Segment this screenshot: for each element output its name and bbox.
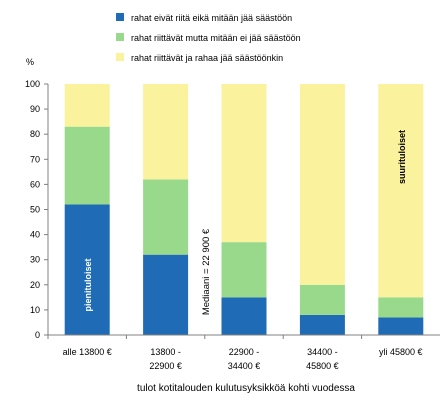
category-label-2: 13800 -22900 € — [149, 347, 182, 371]
category-label-3: 22900 -34400 € — [228, 347, 261, 371]
annotations: pienituloiset suurituloiset Mediaani = 22 … — [83, 130, 407, 315]
bar-1-segment-2 — [64, 126, 110, 205]
y-axis-label: % — [26, 57, 34, 67]
x-axis-categories: alle 13800 € 13800 -22900 € 22900 -34400 €… — [47, 335, 423, 371]
median-label: Mediaani = 22 900 € — [201, 228, 212, 315]
bar-4-segment-1 — [299, 314, 345, 335]
bar-5-segment-3 — [378, 84, 424, 298]
y-axis-ticks: 0 10 20 30 40 50 60 70 80 90 100 — [25, 79, 48, 340]
bar-2-segment-3 — [143, 84, 189, 180]
bar-1-segment-1 — [64, 204, 110, 335]
legend: rahat eivät riitä eikä mitään jää säästö… — [116, 13, 301, 63]
y-tick-label: 80 — [30, 129, 40, 139]
legend-swatch-1 — [116, 13, 124, 21]
y-tick-label: 30 — [30, 255, 40, 265]
legend-swatch-3 — [116, 53, 124, 61]
bar-5-segment-2 — [378, 297, 424, 318]
bars — [64, 84, 424, 335]
bar-2-segment-1 — [143, 254, 189, 335]
bar-3-segment-3 — [221, 84, 267, 243]
y-tick-label: 20 — [30, 280, 40, 290]
bar-5-segment-1 — [378, 317, 424, 335]
bar-4-segment-2 — [299, 284, 345, 315]
legend-label-3: rahat riittävät ja rahaa jää säästöönkin — [131, 53, 283, 63]
y-tick-label: 0 — [35, 330, 40, 340]
y-tick-label: 50 — [30, 205, 40, 215]
legend-label-1: rahat eivät riitä eikä mitään jää säästö… — [131, 13, 292, 23]
legend-swatch-2 — [116, 33, 124, 41]
bar-1-segment-3 — [64, 84, 110, 127]
y-tick-label: 10 — [30, 305, 40, 315]
bar-4-segment-3 — [299, 84, 345, 285]
bar-3-segment-1 — [221, 297, 267, 335]
category-label-4: 34400 -45800 € — [306, 347, 339, 371]
annotation-high-income: suurituloiset — [397, 130, 407, 184]
annotation-low-income: pienituloiset — [83, 258, 93, 311]
y-tick-label: 60 — [30, 179, 40, 189]
y-tick-label: 90 — [30, 104, 40, 114]
x-axis-label: tulot kotitalouden kulutusyksikköä kohti… — [137, 383, 355, 394]
legend-label-2: rahat riittävät mutta mitään ei jää sääs… — [131, 33, 301, 43]
category-label-5: yli 45800 € — [379, 347, 423, 357]
bar-3-segment-2 — [221, 242, 267, 298]
y-tick-label: 100 — [25, 79, 40, 89]
y-tick-label: 70 — [30, 154, 40, 164]
category-label-1: alle 13800 € — [63, 347, 112, 357]
axes — [47, 84, 440, 336]
bar-2-segment-2 — [143, 179, 189, 255]
y-tick-label: 40 — [30, 230, 40, 240]
